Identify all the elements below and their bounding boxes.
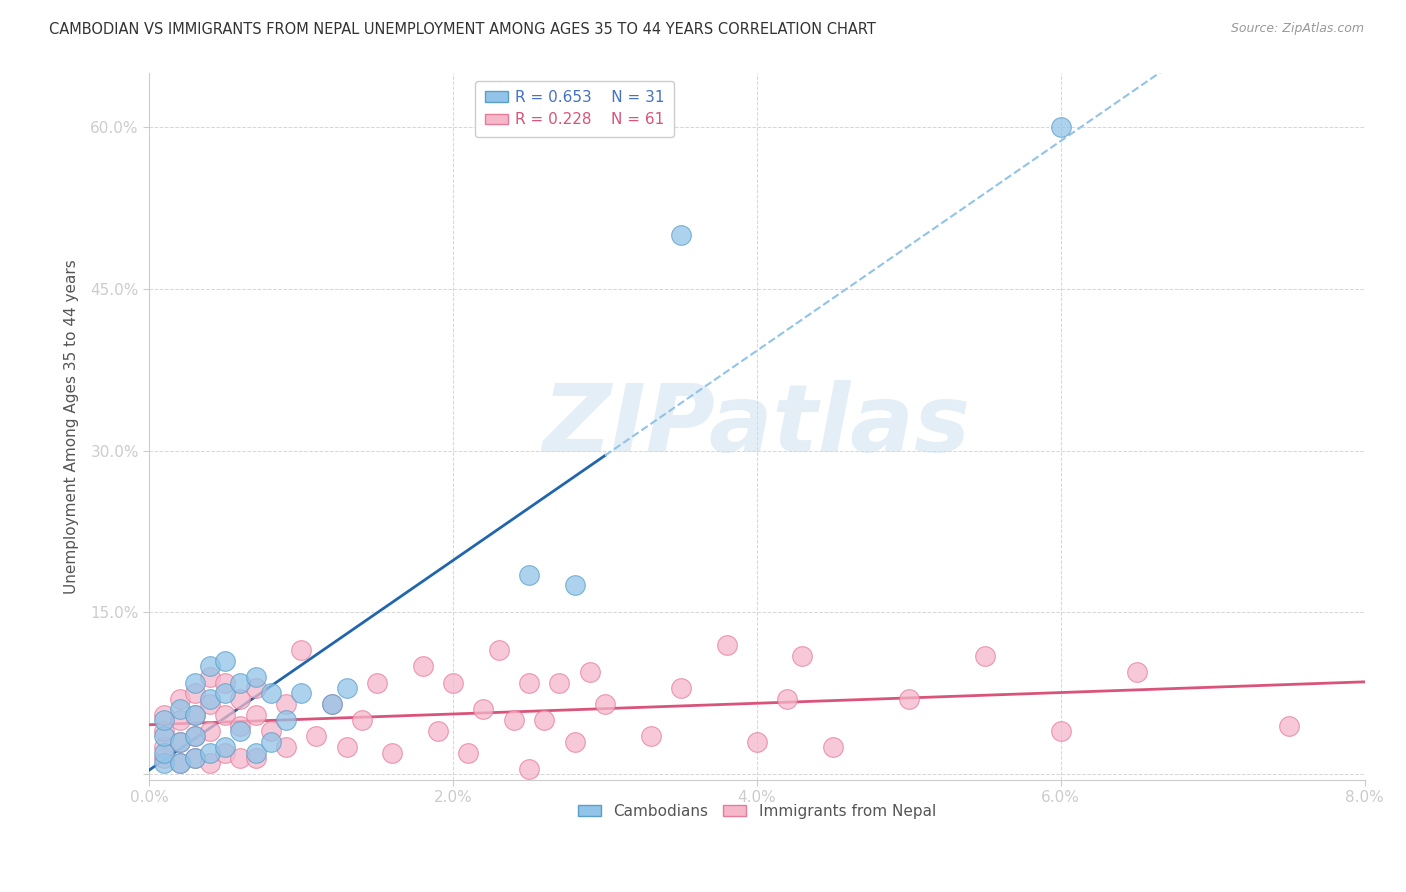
Point [669, 681, 692, 695]
Point [198, 724, 221, 739]
Point [260, 686, 283, 700]
Legend: Cambodians, Immigrants from Nepal: Cambodians, Immigrants from Nepal [572, 797, 942, 825]
Point [198, 659, 221, 673]
Y-axis label: Unemployment Among Ages 35 to 44 years: Unemployment Among Ages 35 to 44 years [65, 259, 79, 594]
Point [214, 654, 236, 668]
Point [305, 730, 328, 744]
Point [1125, 665, 1147, 679]
Point [153, 713, 176, 727]
Point [245, 670, 267, 684]
Point [229, 719, 252, 733]
Point [245, 746, 267, 760]
Point [153, 724, 176, 739]
Point [350, 713, 373, 727]
Point [274, 697, 297, 711]
Point [169, 756, 191, 771]
Point [260, 735, 283, 749]
Point [153, 756, 176, 771]
Point [184, 686, 207, 700]
Point [290, 686, 312, 700]
Point [274, 713, 297, 727]
Point [198, 697, 221, 711]
Point [198, 756, 221, 771]
Point [745, 735, 768, 749]
Text: CAMBODIAN VS IMMIGRANTS FROM NEPAL UNEMPLOYMENT AMONG AGES 35 TO 44 YEARS CORREL: CAMBODIAN VS IMMIGRANTS FROM NEPAL UNEMP… [49, 22, 876, 37]
Point [245, 751, 267, 765]
Point [214, 675, 236, 690]
Point [214, 740, 236, 755]
Point [897, 691, 920, 706]
Point [564, 735, 586, 749]
Point [290, 643, 312, 657]
Point [169, 735, 191, 749]
Point [502, 713, 524, 727]
Point [593, 697, 616, 711]
Point [381, 746, 404, 760]
Text: Source: ZipAtlas.com: Source: ZipAtlas.com [1230, 22, 1364, 36]
Point [214, 707, 236, 722]
Point [245, 707, 267, 722]
Text: ZIPatlas: ZIPatlas [543, 380, 972, 472]
Point [441, 675, 464, 690]
Point [169, 756, 191, 771]
Point [214, 686, 236, 700]
Point [153, 740, 176, 755]
Point [198, 691, 221, 706]
Point [792, 648, 814, 663]
Point [153, 751, 176, 765]
Point [198, 670, 221, 684]
Point [169, 691, 191, 706]
Point [1049, 120, 1071, 134]
Point [1049, 724, 1071, 739]
Point [153, 730, 176, 744]
Point [153, 746, 176, 760]
Point [184, 730, 207, 744]
Point [229, 751, 252, 765]
Point [336, 740, 359, 755]
Point [169, 713, 191, 727]
Point [260, 724, 283, 739]
Point [564, 578, 586, 592]
Point [821, 740, 844, 755]
Point [1278, 719, 1301, 733]
Point [517, 567, 540, 582]
Point [229, 724, 252, 739]
Point [245, 681, 267, 695]
Point [472, 702, 495, 716]
Point [184, 730, 207, 744]
Point [153, 707, 176, 722]
Point [214, 746, 236, 760]
Point [776, 691, 799, 706]
Point [973, 648, 995, 663]
Point [229, 691, 252, 706]
Point [169, 702, 191, 716]
Point [578, 665, 600, 679]
Point [321, 697, 343, 711]
Point [457, 746, 479, 760]
Point [716, 638, 738, 652]
Point [412, 659, 434, 673]
Point [517, 675, 540, 690]
Point [169, 735, 191, 749]
Point [669, 227, 692, 242]
Point [640, 730, 662, 744]
Point [336, 681, 359, 695]
Point [198, 746, 221, 760]
Point [366, 675, 388, 690]
Point [517, 762, 540, 776]
Point [533, 713, 555, 727]
Point [184, 707, 207, 722]
Point [184, 675, 207, 690]
Point [321, 697, 343, 711]
Point [548, 675, 571, 690]
Point [184, 751, 207, 765]
Point [488, 643, 510, 657]
Point [229, 675, 252, 690]
Point [426, 724, 449, 739]
Point [184, 707, 207, 722]
Point [274, 740, 297, 755]
Point [184, 751, 207, 765]
